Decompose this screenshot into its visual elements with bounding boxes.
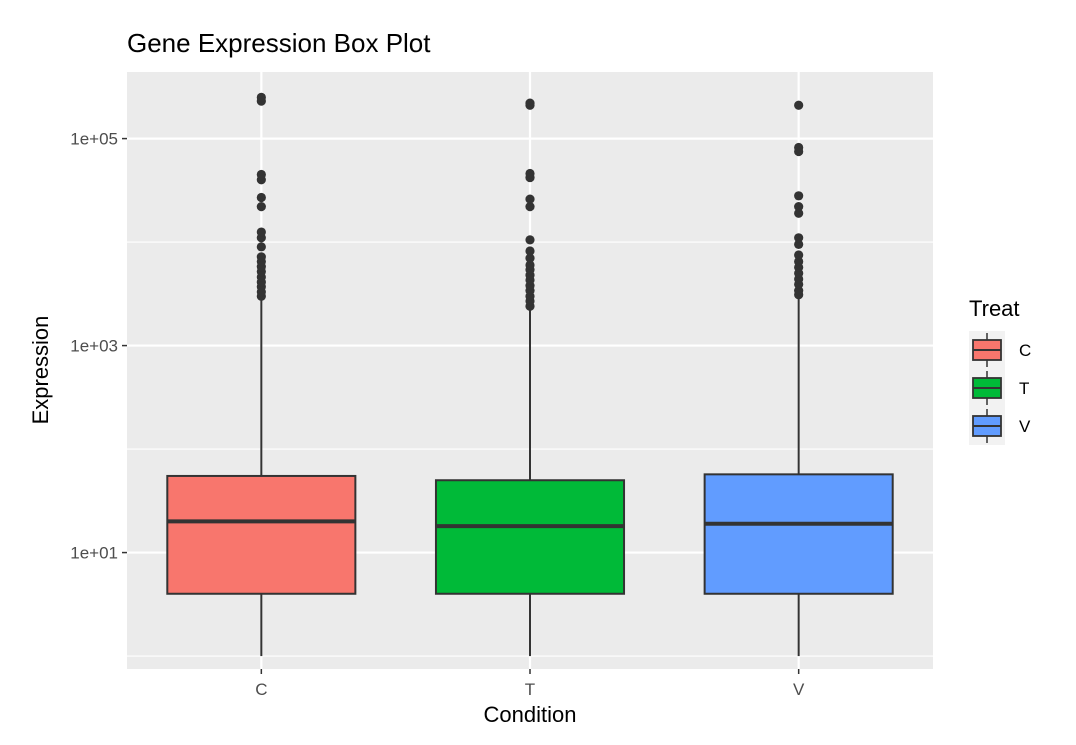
outlier-point (256, 242, 266, 252)
legend-items: CTV (969, 331, 1031, 445)
outlier-point (794, 142, 804, 153)
box-iqr (166, 474, 357, 595)
outlier-point (525, 98, 535, 108)
outlier-point (256, 169, 266, 180)
legend-item-V: V (969, 407, 1031, 445)
outlier-point (525, 194, 535, 204)
box-group-V (703, 100, 894, 657)
legend-label: V (1019, 417, 1031, 436)
legend-label: T (1019, 379, 1029, 398)
outlier-point (794, 239, 804, 249)
outlier-point (794, 202, 804, 212)
x-axis-title: Condition (484, 702, 577, 727)
box-group-C (166, 92, 357, 657)
y-axis: 1e+01 1e+03 1e+05 (70, 130, 127, 563)
legend-title: Treat (969, 296, 1020, 321)
outlier-point (525, 202, 535, 212)
outlier-point (256, 252, 266, 262)
y-axis-title: Expression (28, 316, 53, 425)
outlier-point (525, 168, 535, 179)
outlier-point (525, 260, 535, 270)
outlier-point (794, 191, 804, 201)
outlier-point (256, 92, 266, 103)
outlier-point (256, 202, 266, 212)
y-tick-label: 1e+05 (70, 130, 118, 149)
outlier-point (794, 250, 804, 260)
legend-item-T: T (969, 369, 1029, 407)
outlier-point (525, 253, 535, 263)
outlier-point (256, 192, 266, 203)
legend-item-C: C (969, 331, 1031, 369)
legend-label: C (1019, 341, 1031, 360)
y-tick-label: 1e+03 (70, 337, 118, 356)
outlier-point (525, 235, 535, 245)
outlier-point (794, 256, 804, 267)
box-group-T (434, 98, 626, 657)
box-iqr (434, 479, 626, 595)
outlier-point (794, 208, 804, 218)
y-tick-label: 1e+01 (70, 544, 118, 563)
outlier-point (525, 246, 535, 256)
outlier-point (794, 100, 804, 110)
outlier-point (256, 227, 266, 237)
box-iqr (703, 473, 894, 595)
chart-title: Gene Expression Box Plot (127, 28, 431, 58)
boxes-layer (166, 92, 894, 657)
legend: Treat CTV (969, 296, 1031, 445)
x-tick-label: V (793, 680, 805, 699)
outlier-point (794, 233, 804, 243)
x-tick-label: T (525, 680, 535, 699)
x-tick-label: C (255, 680, 267, 699)
